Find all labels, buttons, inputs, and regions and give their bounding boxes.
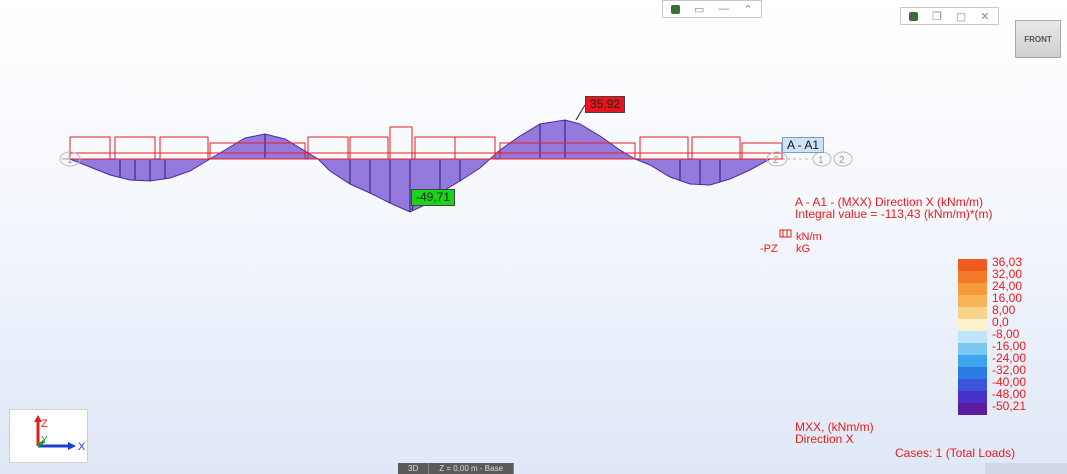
scale-swatch: [958, 379, 987, 391]
app-icon: [909, 11, 918, 21]
scale-swatch: [958, 259, 987, 271]
node-label-ref-1: 1: [818, 155, 824, 166]
scale-row: -48,00: [958, 387, 1038, 403]
scale-swatch: [958, 355, 987, 367]
axis-label-y: Y: [41, 435, 48, 446]
legend-component: MXX, (kNm/m): [795, 420, 874, 434]
scale-swatch: [958, 331, 987, 343]
min-value-label: -49,71: [411, 189, 456, 206]
node-label-right: 2: [773, 155, 779, 166]
window-controls-1[interactable]: ▭ — ⌃: [662, 0, 762, 18]
chevron-up-icon[interactable]: ⌃: [743, 3, 753, 16]
scale-value: -16,00: [992, 339, 1027, 353]
scale-value: 36,03: [992, 255, 1023, 269]
color-scale: 36,03 32,00 24,00 16,00 8,00 0,0 -8,00 -16,00 -2…: [958, 255, 1038, 415]
force-units: kG: [796, 243, 811, 255]
scale-swatch: [958, 283, 987, 295]
scale-row: -50,21: [958, 399, 1038, 415]
integral-value: Integral value = -113,43 (kNm/m)*(m): [795, 207, 993, 221]
node-ref-2: [833, 151, 853, 167]
scale-value: 8,00: [992, 303, 1016, 317]
scale-row: 36,03: [958, 255, 1038, 271]
scale-value: -32,00: [992, 363, 1027, 377]
pz-prefix: -PZ: [760, 243, 778, 255]
node-label-left: 1: [67, 155, 73, 166]
load-unit-icon: [779, 229, 792, 238]
scale-row: 16,00: [958, 291, 1038, 307]
max-leader: [575, 104, 586, 121]
scale-row: 8,00: [958, 303, 1038, 319]
level-selector[interactable]: Z = 0,00 m - Base: [429, 463, 515, 474]
scale-value: 0,0: [992, 315, 1009, 329]
minimize-icon[interactable]: —: [718, 3, 730, 15]
scale-value: 24,00: [992, 279, 1023, 293]
scale-value: -24,00: [992, 351, 1027, 365]
scale-swatch: [958, 319, 987, 331]
view-mode-button[interactable]: 3D: [398, 463, 430, 474]
scale-swatch: [958, 271, 987, 283]
scale-row: -24,00: [958, 351, 1038, 367]
scale-row: -40,00: [958, 375, 1038, 391]
scale-row: 24,00: [958, 279, 1038, 295]
scale-swatch: [958, 295, 987, 307]
scale-value: -50,21: [992, 399, 1027, 413]
legend-cases: Cases: 1 (Total Loads): [895, 446, 1016, 460]
maximize-icon[interactable]: ▢: [955, 10, 967, 23]
scale-swatch: [958, 307, 987, 319]
scale-value: -8,00: [992, 327, 1020, 341]
scale-swatch: [958, 343, 987, 355]
restore-icon[interactable]: ▭: [694, 3, 705, 16]
status-bar: 3D Z = 0,00 m - Base: [398, 463, 515, 474]
scale-swatch: [958, 391, 987, 403]
max-value-label: 35,92: [585, 96, 626, 113]
scale-row: -32,00: [958, 363, 1038, 379]
scale-value: 32,00: [992, 267, 1023, 281]
result-title: A - A1 - (MXX) Direction X (kNm/m): [795, 195, 984, 209]
scale-row: -16,00: [958, 339, 1038, 355]
scale-row: 32,00: [958, 267, 1038, 283]
scale-value: -48,00: [992, 387, 1027, 401]
status-bar-right: [985, 463, 1067, 474]
scale-row: 0,0: [958, 315, 1038, 331]
section-label: A - A1: [782, 137, 825, 153]
scale-value: -40,00: [992, 375, 1027, 389]
node-left: [59, 151, 81, 167]
front-view-button[interactable]: FRONT: [1015, 20, 1061, 58]
axis-label-x: X: [78, 441, 86, 453]
close-icon[interactable]: ✕: [980, 10, 990, 23]
axis-triad: Z Y X: [9, 409, 88, 463]
node-label-ref-2: 2: [839, 155, 845, 166]
scale-row: -8,00: [958, 327, 1038, 343]
axis-label-z: Z: [41, 418, 48, 430]
legend-direction: Direction X: [795, 432, 854, 446]
scale-swatch: [958, 403, 987, 415]
load-boxes: [69, 126, 783, 160]
window-controls-2[interactable]: ❐ ▢ ✕: [900, 7, 999, 25]
load-units: kN/m: [796, 231, 822, 243]
y-axis-icon: [37, 439, 45, 448]
restore-icon[interactable]: ❐: [932, 10, 942, 23]
scale-value: 16,00: [992, 291, 1023, 305]
moment-hatch: [119, 120, 721, 212]
app-icon: [671, 4, 680, 14]
scale-swatch: [958, 367, 987, 379]
